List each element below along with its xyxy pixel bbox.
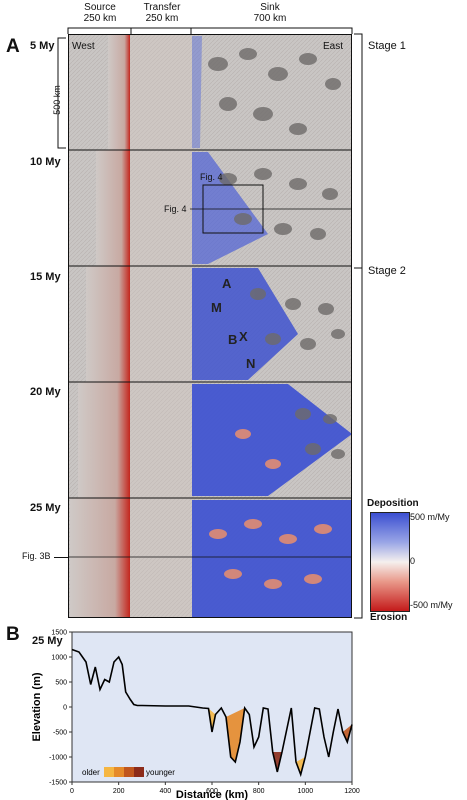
- panel-a-letter: A: [6, 36, 20, 57]
- colorbar-title-bottom: Erosion: [370, 612, 408, 623]
- stage-1-label: Stage 1: [368, 40, 406, 52]
- x-tick-label: 1000: [298, 788, 314, 795]
- colorbar-title-top: Deposition: [367, 498, 419, 509]
- time-label-20: 20 My: [30, 386, 61, 398]
- sediment-fill: [296, 757, 306, 775]
- colorbar-tick-bottom: -500 m/My: [410, 600, 453, 610]
- legend-swatch: [114, 767, 124, 777]
- east-label: East: [323, 41, 344, 52]
- fig4-label-top: Fig. 4: [200, 172, 223, 182]
- fig3b-label: Fig. 3B: [22, 551, 51, 561]
- marker-a: A: [222, 276, 232, 291]
- scale-bar-label: 500 km: [52, 85, 62, 115]
- x-tick-label: 400: [159, 788, 171, 795]
- chart-plot-area: [71, 631, 353, 783]
- column-sink-width: 700 km: [253, 13, 287, 24]
- x-axis-label: Distance (km): [176, 789, 248, 800]
- panel-b-letter: B: [6, 624, 20, 645]
- y-tick-label: 0: [63, 705, 67, 712]
- column-transfer-width: 250 km: [145, 13, 179, 24]
- fig3b-tick: [54, 557, 68, 558]
- legend-swatch: [104, 767, 114, 777]
- colorbar-tick-top: 500 m/My: [410, 512, 450, 522]
- colorbar-tick-mid: 0: [410, 556, 416, 566]
- y-tick-label: 500: [55, 680, 67, 687]
- marker-m: M: [211, 300, 222, 315]
- sediment-fill: [226, 708, 245, 762]
- y-axis-label: Elevation (m): [31, 672, 43, 741]
- x-tick-label: 200: [113, 788, 125, 795]
- legend-swatch: [124, 767, 134, 777]
- x-tick-label: 800: [253, 788, 265, 795]
- column-source-title: Source: [84, 2, 116, 13]
- legend-younger: younger: [146, 768, 175, 777]
- y-tick-label: 1500: [51, 630, 67, 637]
- sediment-fill: [342, 724, 352, 742]
- colorbar: [370, 512, 410, 612]
- marker-x: X: [239, 329, 248, 344]
- scale-bar: [57, 37, 66, 149]
- model-map-panel: [68, 34, 352, 618]
- legend-older: older: [82, 768, 100, 777]
- time-label-15: 15 My: [30, 271, 61, 283]
- elevation-profile-line: [71, 648, 353, 778]
- column-source-width: 250 km: [83, 13, 117, 24]
- y-tick-label: -1000: [49, 755, 67, 762]
- west-label: West: [72, 41, 95, 52]
- stage-2-label: Stage 2: [368, 265, 406, 277]
- legend-swatches: [104, 767, 144, 777]
- marker-n: N: [246, 356, 256, 371]
- x-tick-label: 0: [70, 788, 74, 795]
- marker-b: B: [228, 332, 238, 347]
- column-source: Source 250 km: [68, 2, 132, 24]
- time-frames: [68, 34, 352, 618]
- time-label-10: 10 My: [30, 156, 61, 168]
- column-brackets: [67, 27, 353, 34]
- time-label-25: 25 My: [30, 502, 61, 514]
- column-transfer-title: Transfer: [143, 2, 181, 13]
- stage-brackets: [354, 33, 363, 619]
- x-ticks: 0 200 400 600 800 1000 1200: [70, 782, 360, 795]
- panel-b-time: 25 My: [32, 635, 63, 647]
- column-sink-title: Sink: [260, 2, 280, 13]
- y-tick-label: -1500: [49, 780, 67, 787]
- fig4-label-side: Fig. 4: [164, 204, 187, 214]
- profile-chart: 1500 1000 500 0 -500 -1000 -1500 0 200 400 600 800…: [31, 630, 360, 800]
- y-tick-label: -500: [53, 730, 67, 737]
- time-label-5: 5 My: [30, 40, 55, 52]
- y-tick-label: 1000: [51, 655, 67, 662]
- legend-swatch: [134, 767, 144, 777]
- sediment-fill: [272, 752, 282, 772]
- column-sink: Sink 700 km: [230, 2, 310, 24]
- x-tick-label: 600: [206, 788, 218, 795]
- x-tick-label: 1200: [344, 788, 360, 795]
- sediment-fill: [208, 708, 216, 732]
- column-transfer: Transfer 250 km: [130, 2, 194, 24]
- y-ticks: 1500 1000 500 0 -500 -1000 -1500: [49, 630, 72, 787]
